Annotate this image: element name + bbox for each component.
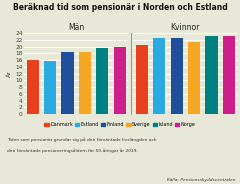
Bar xyxy=(61,52,74,114)
Text: den förväntade pensioneringsåldern för 50-åringar år 2019.: den förväntade pensioneringsåldern för 5… xyxy=(7,148,138,153)
Bar xyxy=(96,48,108,114)
Bar xyxy=(114,47,126,114)
Legend: Danmark, Estland, Finland, Sverige, Island, Norge: Danmark, Estland, Finland, Sverige, Isla… xyxy=(42,120,198,129)
Bar xyxy=(79,52,91,114)
Text: Källa: Pensionsskyddscentralen: Källa: Pensionsskyddscentralen xyxy=(167,178,235,182)
Bar xyxy=(223,36,235,114)
Bar xyxy=(205,36,218,114)
Bar xyxy=(153,38,165,114)
Title: Män: Män xyxy=(68,23,84,32)
Bar xyxy=(27,60,39,114)
Y-axis label: År: År xyxy=(7,70,12,77)
Text: Beräknad tid som pensionär i Norden och Estland: Beräknad tid som pensionär i Norden och … xyxy=(13,3,227,12)
Bar xyxy=(171,38,183,114)
Text: Tiden som pensionär grundar sig på den förväntade livslängden och: Tiden som pensionär grundar sig på den f… xyxy=(7,137,157,142)
Bar xyxy=(188,42,200,114)
Bar xyxy=(44,61,56,114)
Title: Kvinnor: Kvinnor xyxy=(171,23,200,32)
Bar xyxy=(136,45,148,114)
